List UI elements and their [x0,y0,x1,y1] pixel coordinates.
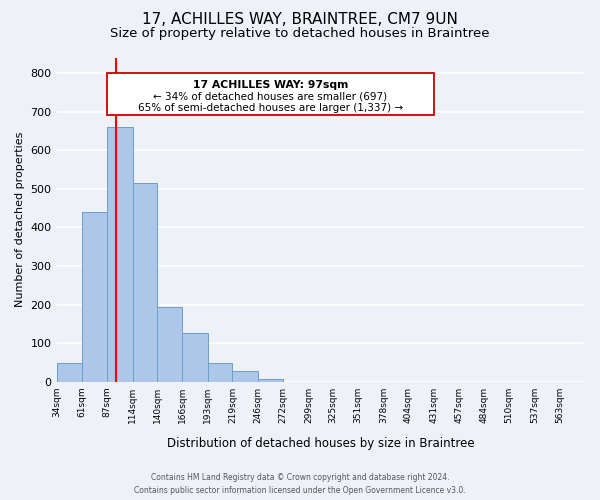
Text: Size of property relative to detached houses in Braintree: Size of property relative to detached ho… [110,28,490,40]
Text: 17 ACHILLES WAY: 97sqm: 17 ACHILLES WAY: 97sqm [193,80,348,90]
Text: ← 34% of detached houses are smaller (697): ← 34% of detached houses are smaller (69… [154,92,388,102]
Y-axis label: Number of detached properties: Number of detached properties [15,132,25,308]
Bar [182,333,208,382]
Bar [133,183,157,382]
Text: 17, ACHILLES WAY, BRAINTREE, CM7 9UN: 17, ACHILLES WAY, BRAINTREE, CM7 9UN [142,12,458,28]
Bar [208,362,232,382]
Bar [258,379,283,382]
Bar [56,362,82,382]
Bar [157,306,182,382]
Bar [107,127,133,382]
Bar [232,372,258,382]
Text: 65% of semi-detached houses are larger (1,337) →: 65% of semi-detached houses are larger (… [138,103,403,113]
Bar [82,212,107,382]
Text: Contains HM Land Registry data © Crown copyright and database right 2024.
Contai: Contains HM Land Registry data © Crown c… [134,473,466,495]
FancyBboxPatch shape [107,73,434,114]
X-axis label: Distribution of detached houses by size in Braintree: Distribution of detached houses by size … [167,437,475,450]
